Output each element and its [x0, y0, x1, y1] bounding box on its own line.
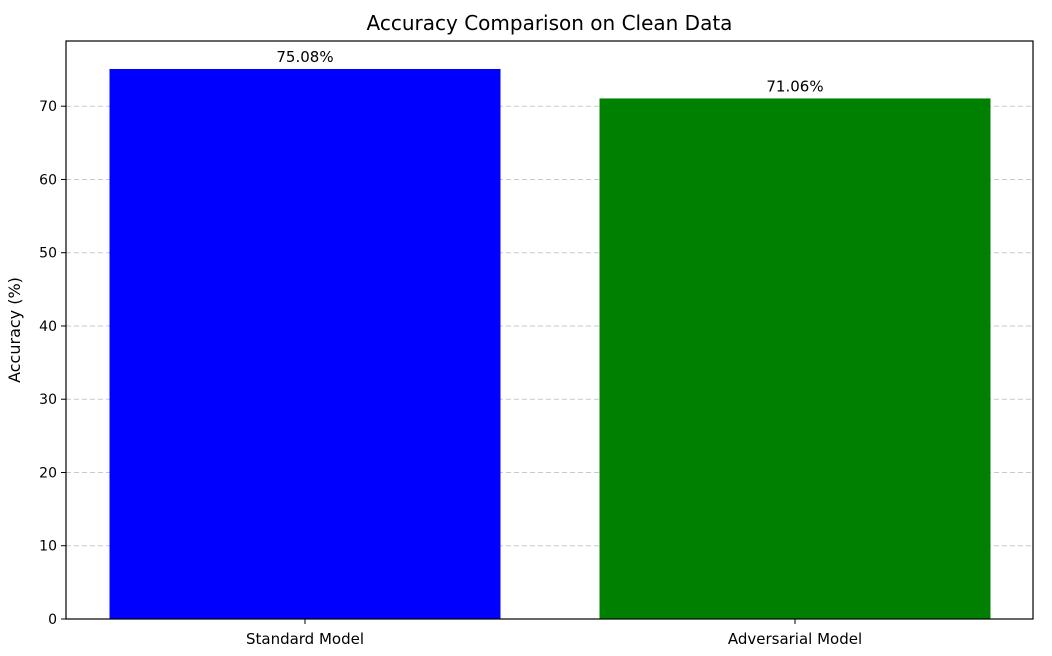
- x-tick-label: Adversarial Model: [728, 630, 862, 648]
- y-tick-label: 50: [39, 246, 57, 262]
- y-tick-label: 30: [39, 392, 57, 408]
- y-tick-label: 40: [39, 319, 57, 335]
- y-tick-label: 0: [48, 612, 57, 628]
- bar-value-label: 75.08%: [276, 48, 333, 66]
- bar-value-label: 71.06%: [766, 77, 823, 95]
- bar-adversarial-model: [599, 98, 991, 619]
- y-axis-label: Accuracy (%): [5, 277, 24, 383]
- x-tick-label: Standard Model: [246, 630, 364, 648]
- plot-frame: [65, 40, 1034, 620]
- y-tick-label: 60: [39, 172, 57, 188]
- data-labels: 75.08% 71.06%: [276, 48, 823, 95]
- x-axis-ticks: Standard Model Adversarial Model: [246, 619, 862, 648]
- y-tick-label: 20: [39, 465, 57, 481]
- y-tick-label: 70: [39, 99, 57, 115]
- y-tick-label: 10: [39, 539, 57, 555]
- bar-standard-model: [109, 68, 501, 620]
- chart-title: Accuracy Comparison on Clean Data: [367, 11, 733, 35]
- bars: [109, 68, 991, 620]
- y-axis-ticks: 0 10 20 30 40 50 60 70: [39, 99, 66, 628]
